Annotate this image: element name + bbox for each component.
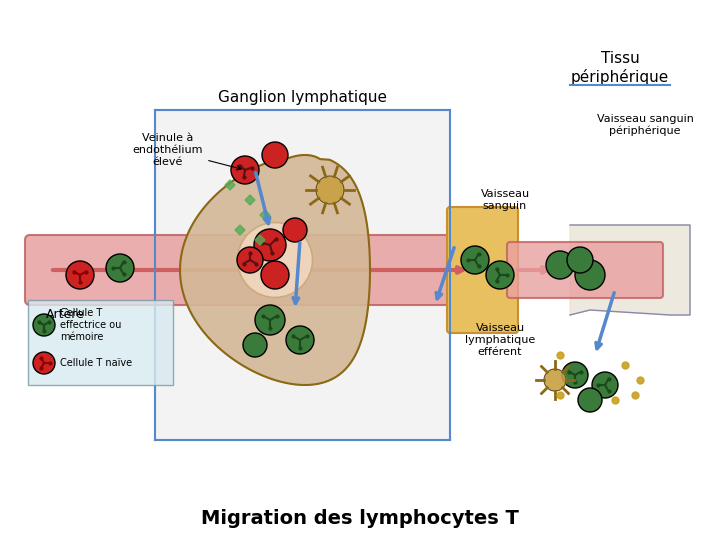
Circle shape (237, 247, 263, 273)
Text: Tissu
périphérique: Tissu périphérique (571, 51, 669, 85)
Circle shape (567, 247, 593, 273)
Circle shape (562, 362, 588, 388)
Circle shape (33, 314, 55, 336)
Text: Artère: Artère (45, 308, 84, 321)
Circle shape (66, 261, 94, 289)
Polygon shape (255, 235, 265, 245)
Circle shape (106, 254, 134, 282)
Text: Vaisseau
lymphatique
efférent: Vaisseau lymphatique efférent (465, 323, 535, 356)
Polygon shape (180, 155, 370, 385)
Text: Migration des lymphocytes T: Migration des lymphocytes T (201, 509, 519, 528)
Circle shape (461, 246, 489, 274)
Polygon shape (235, 225, 245, 235)
FancyBboxPatch shape (447, 207, 518, 333)
FancyBboxPatch shape (155, 110, 450, 440)
Polygon shape (260, 210, 270, 220)
Circle shape (283, 218, 307, 242)
Polygon shape (245, 195, 255, 205)
Circle shape (546, 251, 574, 279)
Circle shape (262, 142, 288, 168)
Circle shape (255, 305, 285, 335)
Polygon shape (544, 369, 566, 391)
Text: Cellule T
effectrice ou
mémoire: Cellule T effectrice ou mémoire (60, 308, 122, 342)
FancyBboxPatch shape (25, 235, 485, 305)
Circle shape (243, 333, 267, 357)
Circle shape (254, 229, 286, 261)
Text: Cellule T naïve: Cellule T naïve (60, 358, 132, 368)
Circle shape (592, 372, 618, 398)
Polygon shape (570, 225, 690, 315)
Circle shape (231, 156, 259, 184)
Circle shape (261, 261, 289, 289)
Ellipse shape (238, 222, 312, 298)
Circle shape (33, 352, 55, 374)
Circle shape (575, 260, 605, 290)
Text: Ganglion lymphatique: Ganglion lymphatique (217, 90, 387, 105)
FancyBboxPatch shape (507, 242, 663, 298)
Text: Veinule à
endothélium
élevé: Veinule à endothélium élevé (132, 133, 241, 170)
FancyBboxPatch shape (28, 300, 173, 385)
Circle shape (286, 326, 314, 354)
Text: Vaisseau sanguin
périphérique: Vaisseau sanguin périphérique (597, 114, 693, 136)
Circle shape (486, 261, 514, 289)
Text: Vaisseau
sanguin: Vaisseau sanguin (480, 189, 530, 211)
Circle shape (578, 388, 602, 412)
Polygon shape (225, 180, 235, 190)
Polygon shape (316, 176, 344, 204)
